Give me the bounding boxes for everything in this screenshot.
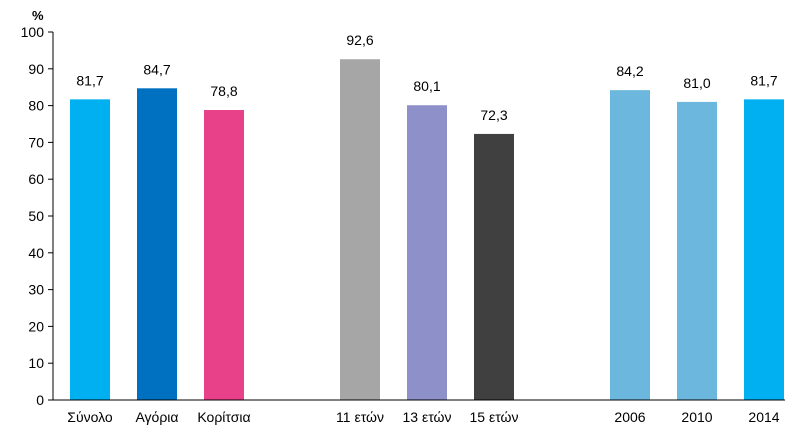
y-tick-label: 50 <box>28 208 44 224</box>
data-label-2: 84,7 <box>143 61 170 77</box>
bar-8 <box>677 101 717 401</box>
category-label-1: Σύνολο <box>67 409 113 425</box>
data-label-4: 92,6 <box>346 32 373 48</box>
y-tick-label: 80 <box>28 98 44 114</box>
data-label-9: 81,7 <box>750 72 777 88</box>
bar-5 <box>407 105 447 401</box>
data-label-7: 84,2 <box>616 63 643 79</box>
y-tick-label: 90 <box>28 61 44 77</box>
data-label-6: 72,3 <box>480 107 507 123</box>
category-label-2: Αγόρια <box>135 409 178 425</box>
y-tick-label: 40 <box>28 245 44 261</box>
y-tick-label: 0 <box>36 392 44 408</box>
category-label-4: 11 ετών <box>336 409 384 425</box>
category-label-8: 2010 <box>681 409 712 425</box>
bar-1 <box>70 99 110 401</box>
y-tick-label: 100 <box>21 24 45 40</box>
bar-9 <box>744 99 784 401</box>
category-label-6: 15 ετών <box>470 409 519 425</box>
bar-7 <box>610 90 650 401</box>
y-tick-label: 10 <box>28 355 44 371</box>
category-label-5: 13 ετών <box>403 409 452 425</box>
data-label-5: 80,1 <box>413 78 440 94</box>
category-label-9: 2014 <box>748 409 779 425</box>
data-label-1: 81,7 <box>76 72 103 88</box>
y-tick-label: 30 <box>28 282 44 298</box>
category-label-3: Κορίτσια <box>197 409 250 425</box>
bar-3 <box>204 110 244 401</box>
bar-6 <box>474 133 514 400</box>
y-tick-label: 70 <box>28 134 44 150</box>
category-label-7: 2006 <box>614 409 645 425</box>
y-tick-label: 20 <box>28 318 44 334</box>
data-label-3: 78,8 <box>210 83 237 99</box>
bar-2 <box>137 88 177 400</box>
bar-4 <box>340 59 380 401</box>
y-tick-label: 60 <box>28 171 44 187</box>
y-axis-unit-label: % <box>32 8 44 23</box>
data-label-8: 81,0 <box>683 75 710 91</box>
